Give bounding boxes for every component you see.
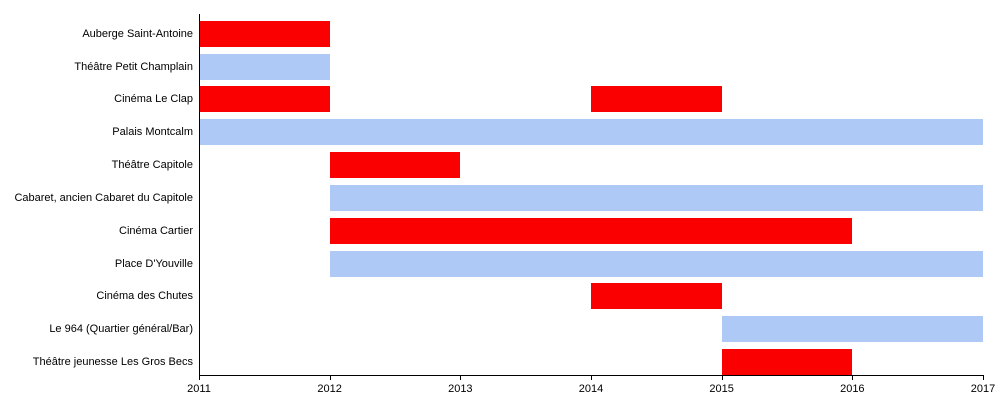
timeline-bar [199,119,983,146]
timeline-bar [721,316,983,343]
y-axis-label: Place D'Youville [114,257,193,270]
timeline-bar [329,184,983,211]
timeline-bar [721,349,853,375]
x-axis-tick-label: 2016 [840,383,865,395]
timeline-bar [591,283,722,310]
y-axis-label: Palais Montcalm [112,126,193,139]
x-axis-tick-label: 2014 [578,383,604,395]
x-axis-tick [329,375,331,380]
y-axis-label: Cinéma Cartier [119,224,193,237]
x-axis-tick-label: 2012 [317,383,342,395]
x-axis-tick [199,375,200,380]
x-axis-tick-label: 2015 [709,383,734,395]
timeline-bar [199,20,330,47]
timeline-bar [199,53,330,80]
y-axis-line [199,14,200,375]
timeline-bar [329,217,853,244]
x-axis-tick-label: 2011 [187,383,211,395]
timeline-bar [199,86,330,113]
x-axis-tick [460,375,462,380]
x-axis-tick [591,375,592,380]
x-axis-tick-label: 2013 [448,383,473,395]
x-axis-tick [721,375,723,380]
y-axis-label: Cinéma Le Clap [114,93,193,106]
x-axis-tick [852,375,854,380]
x-axis-tick [983,375,984,380]
y-axis-label: Cabaret, ancien Cabaret du Capitole [14,191,193,204]
y-axis-label: Auberge Saint-Antoine [82,27,193,40]
x-axis-tick-label: 2017 [970,383,996,395]
timeline-bar [329,250,983,277]
y-axis-label: Théâtre Petit Champlain [74,60,193,73]
y-axis-label: Théâtre Capitole [111,159,193,172]
y-axis-label: Le 964 (Quartier général/Bar) [49,323,193,336]
timeline-bar [329,152,461,179]
y-axis-label: Cinéma des Chutes [96,290,193,303]
timeline-bar [591,86,722,113]
y-axis-label: Théâtre jeunesse Les Gros Becs [32,356,193,368]
